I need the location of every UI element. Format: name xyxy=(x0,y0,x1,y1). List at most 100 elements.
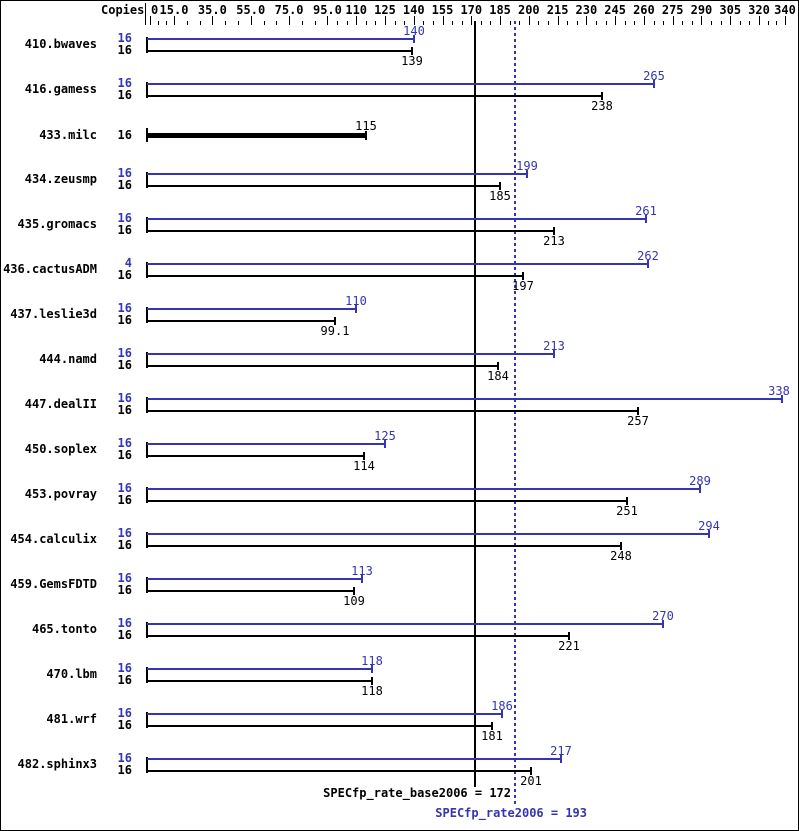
bar-end-cap xyxy=(363,452,365,460)
copies-value: 16 xyxy=(117,301,132,315)
peak-bar xyxy=(147,218,646,220)
axis-minor-tick xyxy=(577,21,578,25)
copies-value: 16 xyxy=(117,128,132,142)
benchmark-row: 434.zeusmp 16 199 16 185 xyxy=(1,159,798,205)
axis-major-tick xyxy=(500,16,502,25)
bar-group-axis-stub xyxy=(146,82,148,98)
axis-minor-tick xyxy=(187,21,188,25)
bar-end-cap xyxy=(620,542,622,550)
base-value-label: 197 xyxy=(512,279,534,293)
bar-end-cap xyxy=(708,530,710,538)
peak-mean-text: SPECfp_rate2006 = 193 xyxy=(435,806,587,820)
base-value-label: 221 xyxy=(558,639,580,653)
base-value-label: 251 xyxy=(616,504,638,518)
axis-minor-tick xyxy=(315,21,316,25)
axis-tick-label: 275 xyxy=(661,3,684,17)
axis-minor-tick xyxy=(200,21,201,25)
benchmark-label: 433.milc xyxy=(39,128,97,142)
axis-tick-label: 155 xyxy=(431,3,454,17)
base-value-label: 184 xyxy=(487,369,509,383)
bar-end-cap xyxy=(371,677,373,685)
axis-tick-label: 215 xyxy=(546,3,569,17)
axis-minor-tick xyxy=(225,21,226,25)
copies-value: 16 xyxy=(117,751,132,765)
peak-bar xyxy=(147,533,709,535)
benchmark-row: 450.soplex 16 125 16 114 xyxy=(1,430,798,475)
bar-end-cap xyxy=(491,722,493,730)
axis-minor-tick xyxy=(740,21,741,25)
axis-minor-tick xyxy=(634,21,635,25)
base-value-label: 114 xyxy=(353,459,375,473)
axis-tick-label: 35.0 xyxy=(197,3,227,17)
bar-end-cap xyxy=(526,170,528,178)
axis-minor-tick xyxy=(596,21,597,25)
peak-value-label: 262 xyxy=(637,249,659,263)
benchmark-row: 436.cactusADM 4 262 16 197 xyxy=(1,249,798,295)
bar-end-cap xyxy=(647,260,649,268)
peak-value-label: 294 xyxy=(698,519,720,533)
axis-tick-label: 245 xyxy=(604,3,626,17)
axis-tick-label: 140 xyxy=(402,3,425,17)
base-bar xyxy=(147,590,354,592)
peak-value-label: 110 xyxy=(345,294,367,308)
merged-bar xyxy=(147,133,366,138)
base-bar xyxy=(147,545,621,547)
bar-group-axis-stub xyxy=(146,307,148,323)
base-value-label: 115 xyxy=(355,119,377,133)
benchmark-label: 465.tonto xyxy=(31,622,97,636)
axis-major-tick xyxy=(150,16,151,25)
peak-value-label: 213 xyxy=(543,339,565,353)
copies-header: Copies xyxy=(101,3,145,17)
axis-tick-label: 185 xyxy=(489,3,511,17)
copies-value: 16 xyxy=(117,448,132,462)
axis-minor-tick xyxy=(337,21,338,25)
benchmark-row: 444.namd 16 213 16 184 xyxy=(1,339,798,385)
base-bar xyxy=(147,50,412,52)
axis-major-tick xyxy=(289,16,291,25)
benchmark-label: 481.wrf xyxy=(46,712,97,726)
bar-end-cap xyxy=(645,215,647,223)
benchmark-row: 481.wrf 16 186 16 181 xyxy=(1,700,798,745)
bar-group-axis-stub xyxy=(146,217,148,233)
axis-tick-label: 170 xyxy=(460,3,483,17)
axis-tick-label: 260 xyxy=(633,3,655,17)
bar-group-axis-stub xyxy=(146,397,148,413)
benchmark-label: 437.leslie3d xyxy=(10,307,97,321)
base-bar xyxy=(147,320,335,322)
peak-value-label: 199 xyxy=(516,159,538,173)
base-bar xyxy=(147,635,569,637)
axis-minor-tick xyxy=(654,21,655,25)
axis-major-tick xyxy=(615,16,617,25)
axis-minor-tick xyxy=(721,21,722,25)
bar-end-cap xyxy=(413,35,415,43)
axis-minor-tick xyxy=(158,21,159,25)
axis-tick-label: 200 xyxy=(517,3,540,17)
base-mean-text: SPECfp_rate_base2006 = 172 xyxy=(323,786,511,800)
peak-value-label: 270 xyxy=(652,609,674,623)
axis-minor-tick xyxy=(538,21,539,25)
axis-tick-label: 290 xyxy=(690,3,713,17)
axis-major-tick xyxy=(759,16,760,25)
axis-minor-tick xyxy=(347,21,348,25)
peak-value-label: 140 xyxy=(403,24,425,38)
bar-end-cap xyxy=(334,317,336,325)
axis-minor-tick xyxy=(711,21,712,25)
peak-bar xyxy=(147,488,700,490)
copies-value: 16 xyxy=(117,223,132,237)
axis-minor-tick xyxy=(462,21,463,25)
axis-minor-tick xyxy=(768,21,769,25)
axis-major-tick xyxy=(442,16,444,25)
axis-tick-label: 0 xyxy=(151,3,159,17)
base-bar xyxy=(147,275,523,277)
peak-value-label: 289 xyxy=(689,474,711,488)
benchmark-row: 416.gamess 16 265 16 238 xyxy=(1,70,798,115)
peak-bar xyxy=(147,398,782,400)
bar-group-axis-stub xyxy=(146,352,148,368)
axis-minor-tick xyxy=(663,21,664,25)
bar-end-cap xyxy=(601,92,603,100)
peak-bar xyxy=(147,38,414,40)
bar-group-axis-stub xyxy=(146,577,148,593)
bar-group-axis-stub xyxy=(146,487,148,503)
bar-end-cap xyxy=(365,131,367,140)
